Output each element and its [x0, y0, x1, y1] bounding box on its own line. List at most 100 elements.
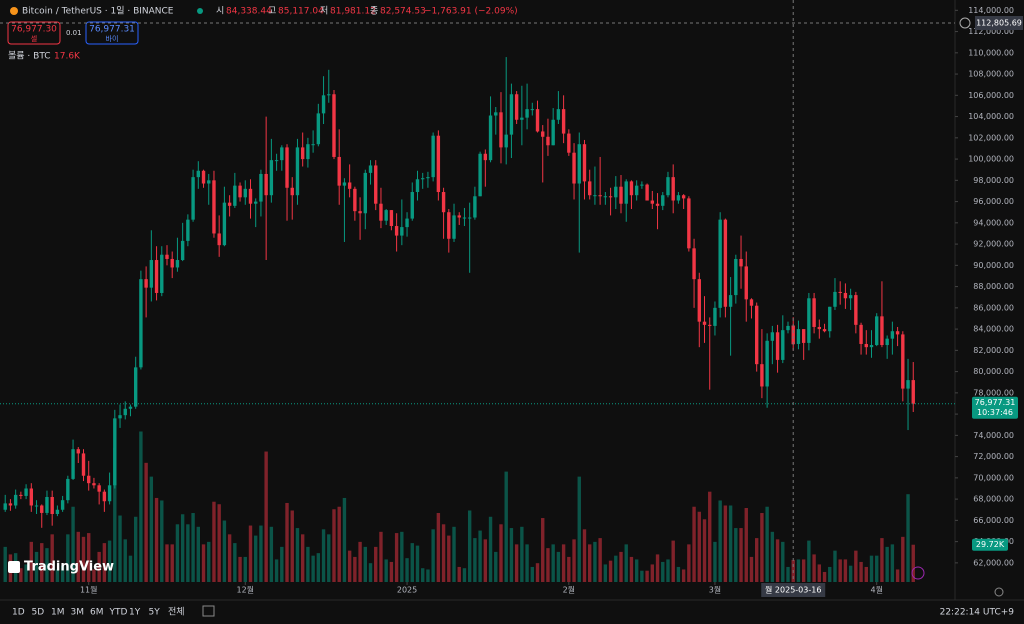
change: −1,763.91 (−2.09%): [424, 7, 518, 17]
volume-bar: [332, 509, 336, 582]
candle-body: [770, 332, 775, 341]
candle-body: [791, 325, 795, 345]
volume-bar: [734, 528, 738, 582]
volume-bar: [786, 566, 790, 582]
volume-bar: [123, 539, 127, 582]
range-button[interactable]: 1D: [12, 608, 25, 618]
candle-body: [123, 408, 127, 416]
alert-icon[interactable]: [911, 566, 925, 580]
volume-bar: [337, 506, 341, 582]
volume-bar: [290, 510, 294, 582]
volume-bar: [572, 539, 576, 582]
sell-price: 76,977.30: [11, 25, 57, 35]
volume-bar: [739, 528, 743, 582]
candle-body: [269, 160, 274, 196]
candle-body: [421, 178, 425, 180]
candle-body: [259, 173, 263, 202]
crosshair-date-label: 월 2025-03-16: [765, 585, 821, 595]
sell-button[interactable]: [7, 21, 61, 45]
volume-bar: [582, 529, 587, 582]
candle-body: [102, 491, 107, 502]
settings-icon[interactable]: [994, 587, 1004, 597]
candle-body: [363, 172, 367, 214]
candle-body: [488, 115, 493, 161]
candle-body: [781, 330, 785, 360]
candle-body: [306, 144, 310, 160]
candle-body: [786, 325, 790, 331]
volume-bar: [421, 568, 425, 582]
range-button[interactable]: 1M: [51, 608, 65, 618]
range-button[interactable]: 전체: [168, 607, 185, 618]
candle-body: [374, 165, 378, 204]
candle-body: [661, 195, 665, 206]
volume-bar: [160, 500, 164, 582]
add-alert-icon[interactable]: [959, 17, 971, 29]
candle-body: [890, 331, 895, 339]
y-tick-label: 108,000.00: [968, 70, 1014, 79]
candle-body: [342, 182, 347, 186]
candle-body: [76, 449, 80, 454]
volume-bar: [311, 555, 315, 582]
y-tick-label: 100,000.00: [968, 155, 1014, 164]
candle-body: [311, 144, 315, 146]
candle-body: [24, 488, 28, 496]
volume-bar: [822, 571, 827, 582]
candle-body: [650, 200, 655, 204]
volume-bar: [19, 568, 23, 582]
y-tick-label: 90,000.00: [973, 261, 1014, 270]
candle-body: [327, 94, 331, 96]
candle-body: [822, 329, 827, 332]
volume-bar: [494, 551, 498, 582]
candle-body: [410, 192, 414, 219]
range-button[interactable]: YTD: [109, 608, 128, 618]
volume-bar: [447, 535, 451, 582]
candle-body: [859, 324, 863, 344]
candle-body: [400, 227, 404, 236]
logo-icon: [8, 561, 20, 573]
candle-body: [561, 109, 566, 134]
candle-body: [775, 332, 780, 360]
volume-bar: [45, 548, 49, 582]
candle-body: [81, 453, 86, 476]
range-button[interactable]: 1Y: [129, 608, 141, 618]
candle-body: [55, 509, 60, 514]
range-button[interactable]: 5D: [32, 608, 45, 618]
y-tick-label: 84,000.00: [973, 325, 1014, 334]
volume-bar: [619, 551, 623, 582]
candle-body: [300, 147, 305, 160]
buy-button[interactable]: [85, 21, 139, 45]
candle-body: [405, 218, 409, 228]
volume-bar: [316, 553, 321, 582]
candle-body: [170, 258, 174, 268]
x-tick-label: 4월: [870, 585, 882, 595]
volume-bar: [457, 566, 461, 582]
volume-bar: [180, 514, 185, 582]
candle-body: [619, 186, 623, 204]
candle-body: [29, 488, 34, 506]
status-dot: [197, 8, 203, 14]
candle-body: [577, 144, 581, 184]
y-tick-label: 72,000.00: [973, 452, 1014, 461]
y-tick-label: 106,000.00: [968, 91, 1014, 100]
volume-bar: [217, 504, 221, 582]
date-range-icon[interactable]: [202, 605, 215, 617]
candle-body: [572, 152, 576, 184]
x-tick-label: 3월: [709, 585, 721, 595]
range-button[interactable]: 5Y: [149, 608, 161, 618]
candle-body: [734, 258, 738, 296]
range-button[interactable]: 6M: [90, 608, 104, 618]
candle-body: [754, 305, 759, 365]
candle-body: [885, 338, 889, 346]
candle-body: [760, 364, 764, 387]
candle-body: [838, 291, 842, 293]
candle-body: [911, 380, 915, 404]
candle-body: [494, 112, 498, 116]
range-button[interactable]: 3M: [71, 608, 85, 618]
y-tick-label: 86,000.00: [973, 303, 1014, 312]
candle-body: [175, 260, 180, 268]
c-value: 82,574.53: [380, 7, 426, 17]
candle-body: [598, 195, 602, 197]
candle-body: [60, 500, 65, 510]
volume-bar: [556, 551, 561, 582]
volume-bar: [598, 538, 602, 582]
